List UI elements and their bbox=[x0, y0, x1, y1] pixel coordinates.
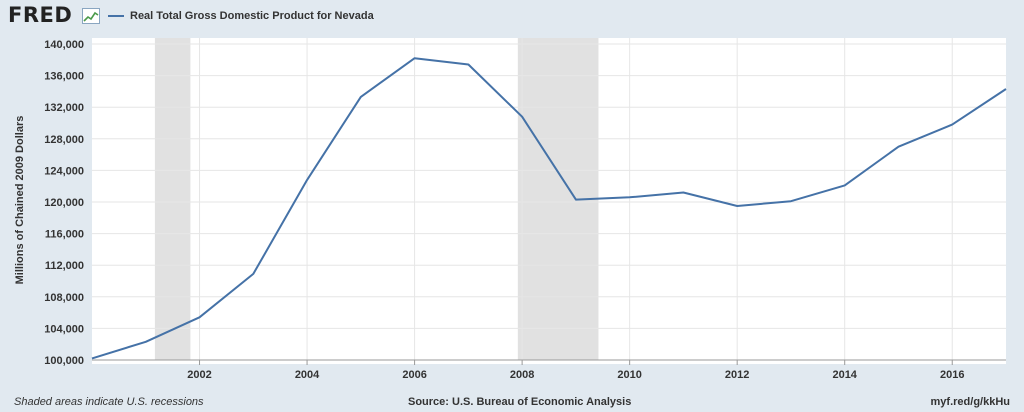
chart-legend: Real Total Gross Domestic Product for Ne… bbox=[108, 8, 374, 24]
short-link[interactable]: myf.red/g/kkHu bbox=[930, 396, 1010, 408]
data-point bbox=[736, 205, 738, 207]
x-tick-label: 2006 bbox=[402, 369, 426, 381]
y-tick-label: 112,000 bbox=[45, 260, 84, 272]
recession-note: Shaded areas indicate U.S. recessions bbox=[14, 396, 204, 408]
line-chart-icon bbox=[82, 8, 100, 24]
y-tick-label: 116,000 bbox=[45, 229, 84, 241]
data-point bbox=[844, 184, 846, 186]
data-point bbox=[575, 199, 577, 201]
data-point bbox=[897, 146, 899, 148]
x-tick-label: 2008 bbox=[510, 369, 534, 381]
data-point bbox=[951, 124, 953, 126]
x-tick-label: 2010 bbox=[617, 369, 641, 381]
data-point bbox=[682, 192, 684, 194]
data-point bbox=[521, 116, 523, 118]
data-point bbox=[467, 64, 469, 66]
series-line bbox=[91, 57, 1007, 360]
y-tick-label: 140,000 bbox=[44, 39, 84, 51]
x-tick-label: 2016 bbox=[940, 369, 964, 381]
data-point bbox=[414, 57, 416, 59]
legend-swatch bbox=[108, 15, 124, 17]
data-point bbox=[91, 357, 93, 359]
data-point bbox=[306, 179, 308, 181]
recession-band bbox=[154, 38, 191, 360]
y-tick-label: 132,000 bbox=[44, 102, 84, 114]
data-point bbox=[629, 196, 631, 198]
x-tick-label: 2002 bbox=[187, 369, 211, 381]
x-tick-label: 2012 bbox=[725, 369, 749, 381]
y-axis-title: Millions of Chained 2009 Dollars bbox=[14, 115, 26, 285]
y-tick-label: 104,000 bbox=[44, 323, 84, 335]
fred-logo[interactable]: FRED bbox=[8, 3, 73, 27]
data-point bbox=[145, 341, 147, 343]
data-point bbox=[199, 316, 201, 318]
y-tick-label: 108,000 bbox=[44, 292, 84, 304]
chart-header: FRED Real Total Gross Domestic Product f… bbox=[0, 0, 1024, 34]
data-point bbox=[252, 273, 254, 275]
data-point bbox=[360, 96, 362, 98]
x-tick-label: 2004 bbox=[295, 369, 320, 381]
y-tick-label: 128,000 bbox=[44, 134, 84, 146]
source-label: Source: U.S. Bureau of Economic Analysis bbox=[408, 396, 632, 408]
data-point bbox=[790, 200, 792, 202]
x-tick-label: 2014 bbox=[832, 369, 857, 381]
y-tick-label: 100,000 bbox=[44, 355, 84, 367]
y-tick-label: 124,000 bbox=[44, 165, 84, 177]
data-point bbox=[1005, 88, 1007, 90]
y-tick-label: 120,000 bbox=[44, 197, 84, 209]
legend-label: Real Total Gross Domestic Product for Ne… bbox=[130, 10, 374, 22]
y-tick-label: 136,000 bbox=[44, 71, 84, 83]
